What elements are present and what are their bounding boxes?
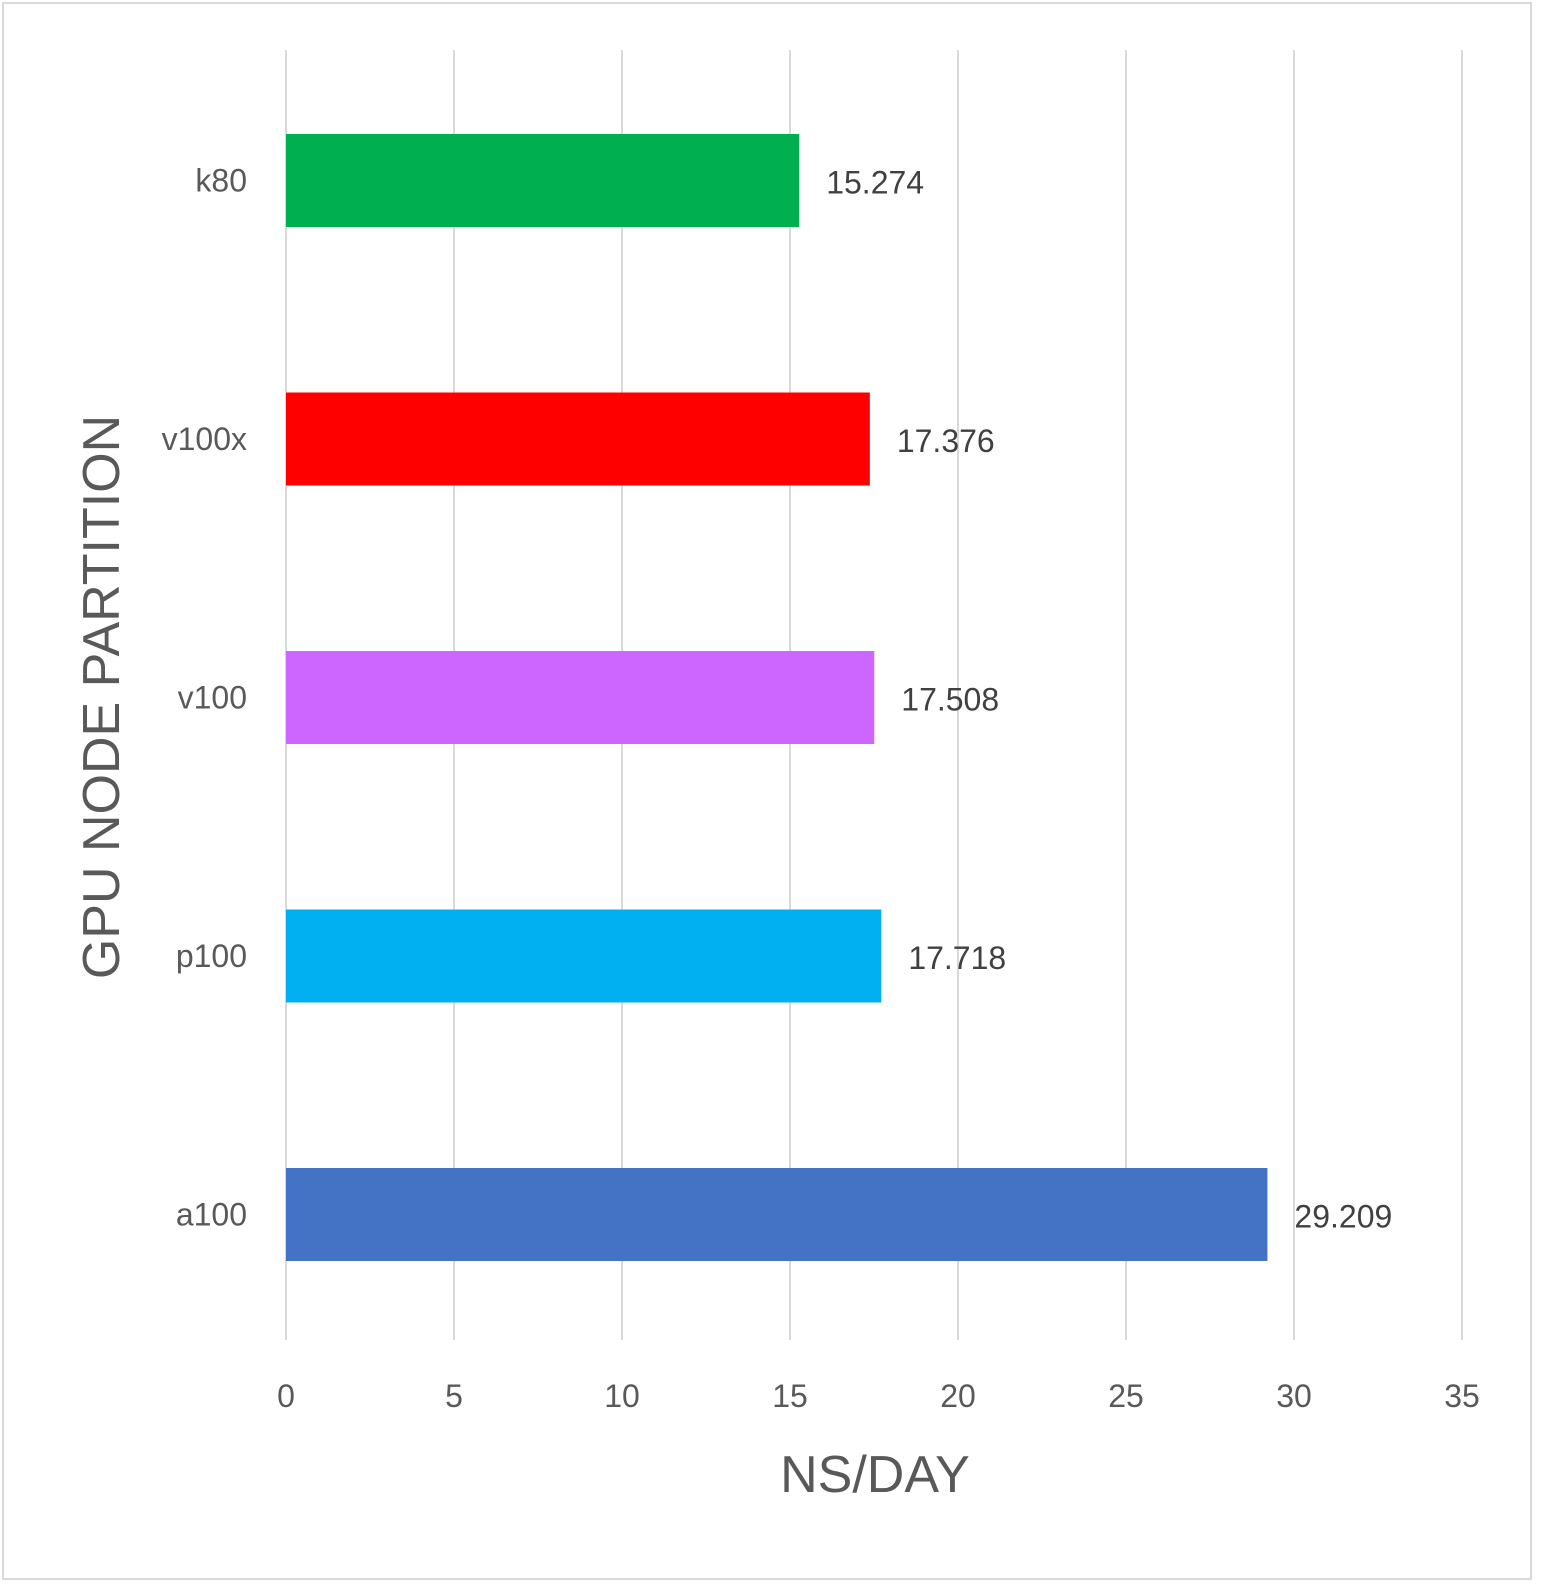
y-tick-label: v100x	[162, 421, 247, 457]
data-label: 15.274	[826, 165, 924, 201]
bar-k80	[286, 134, 800, 227]
data-label: 17.508	[901, 682, 999, 718]
data-label: 17.718	[908, 940, 1006, 976]
bar-a100	[286, 1168, 1268, 1261]
bar-v100x	[286, 392, 870, 486]
data-label: 17.376	[897, 423, 995, 459]
x-tick-label: 35	[1444, 1378, 1480, 1414]
y-tick-label: a100	[176, 1197, 247, 1233]
bar-p100	[286, 909, 882, 1003]
x-tick-label: 20	[940, 1378, 976, 1414]
x-tick-label: 5	[445, 1378, 463, 1414]
data-label: 29.209	[1294, 1199, 1392, 1235]
x-tick-label: 15	[772, 1378, 808, 1414]
y-axis-title: GPU NODE PARTITION	[73, 415, 131, 979]
y-tick-label: k80	[195, 163, 247, 199]
x-axis-title: NS/DAY	[780, 1446, 970, 1504]
bar-v100	[286, 651, 875, 744]
x-tick-label: 0	[277, 1378, 295, 1414]
x-tick-label: 10	[604, 1378, 640, 1414]
x-tick-label: 30	[1276, 1378, 1312, 1414]
y-tick-label: v100	[178, 680, 247, 716]
y-tick-label: p100	[176, 938, 247, 974]
x-tick-label: 25	[1108, 1378, 1144, 1414]
